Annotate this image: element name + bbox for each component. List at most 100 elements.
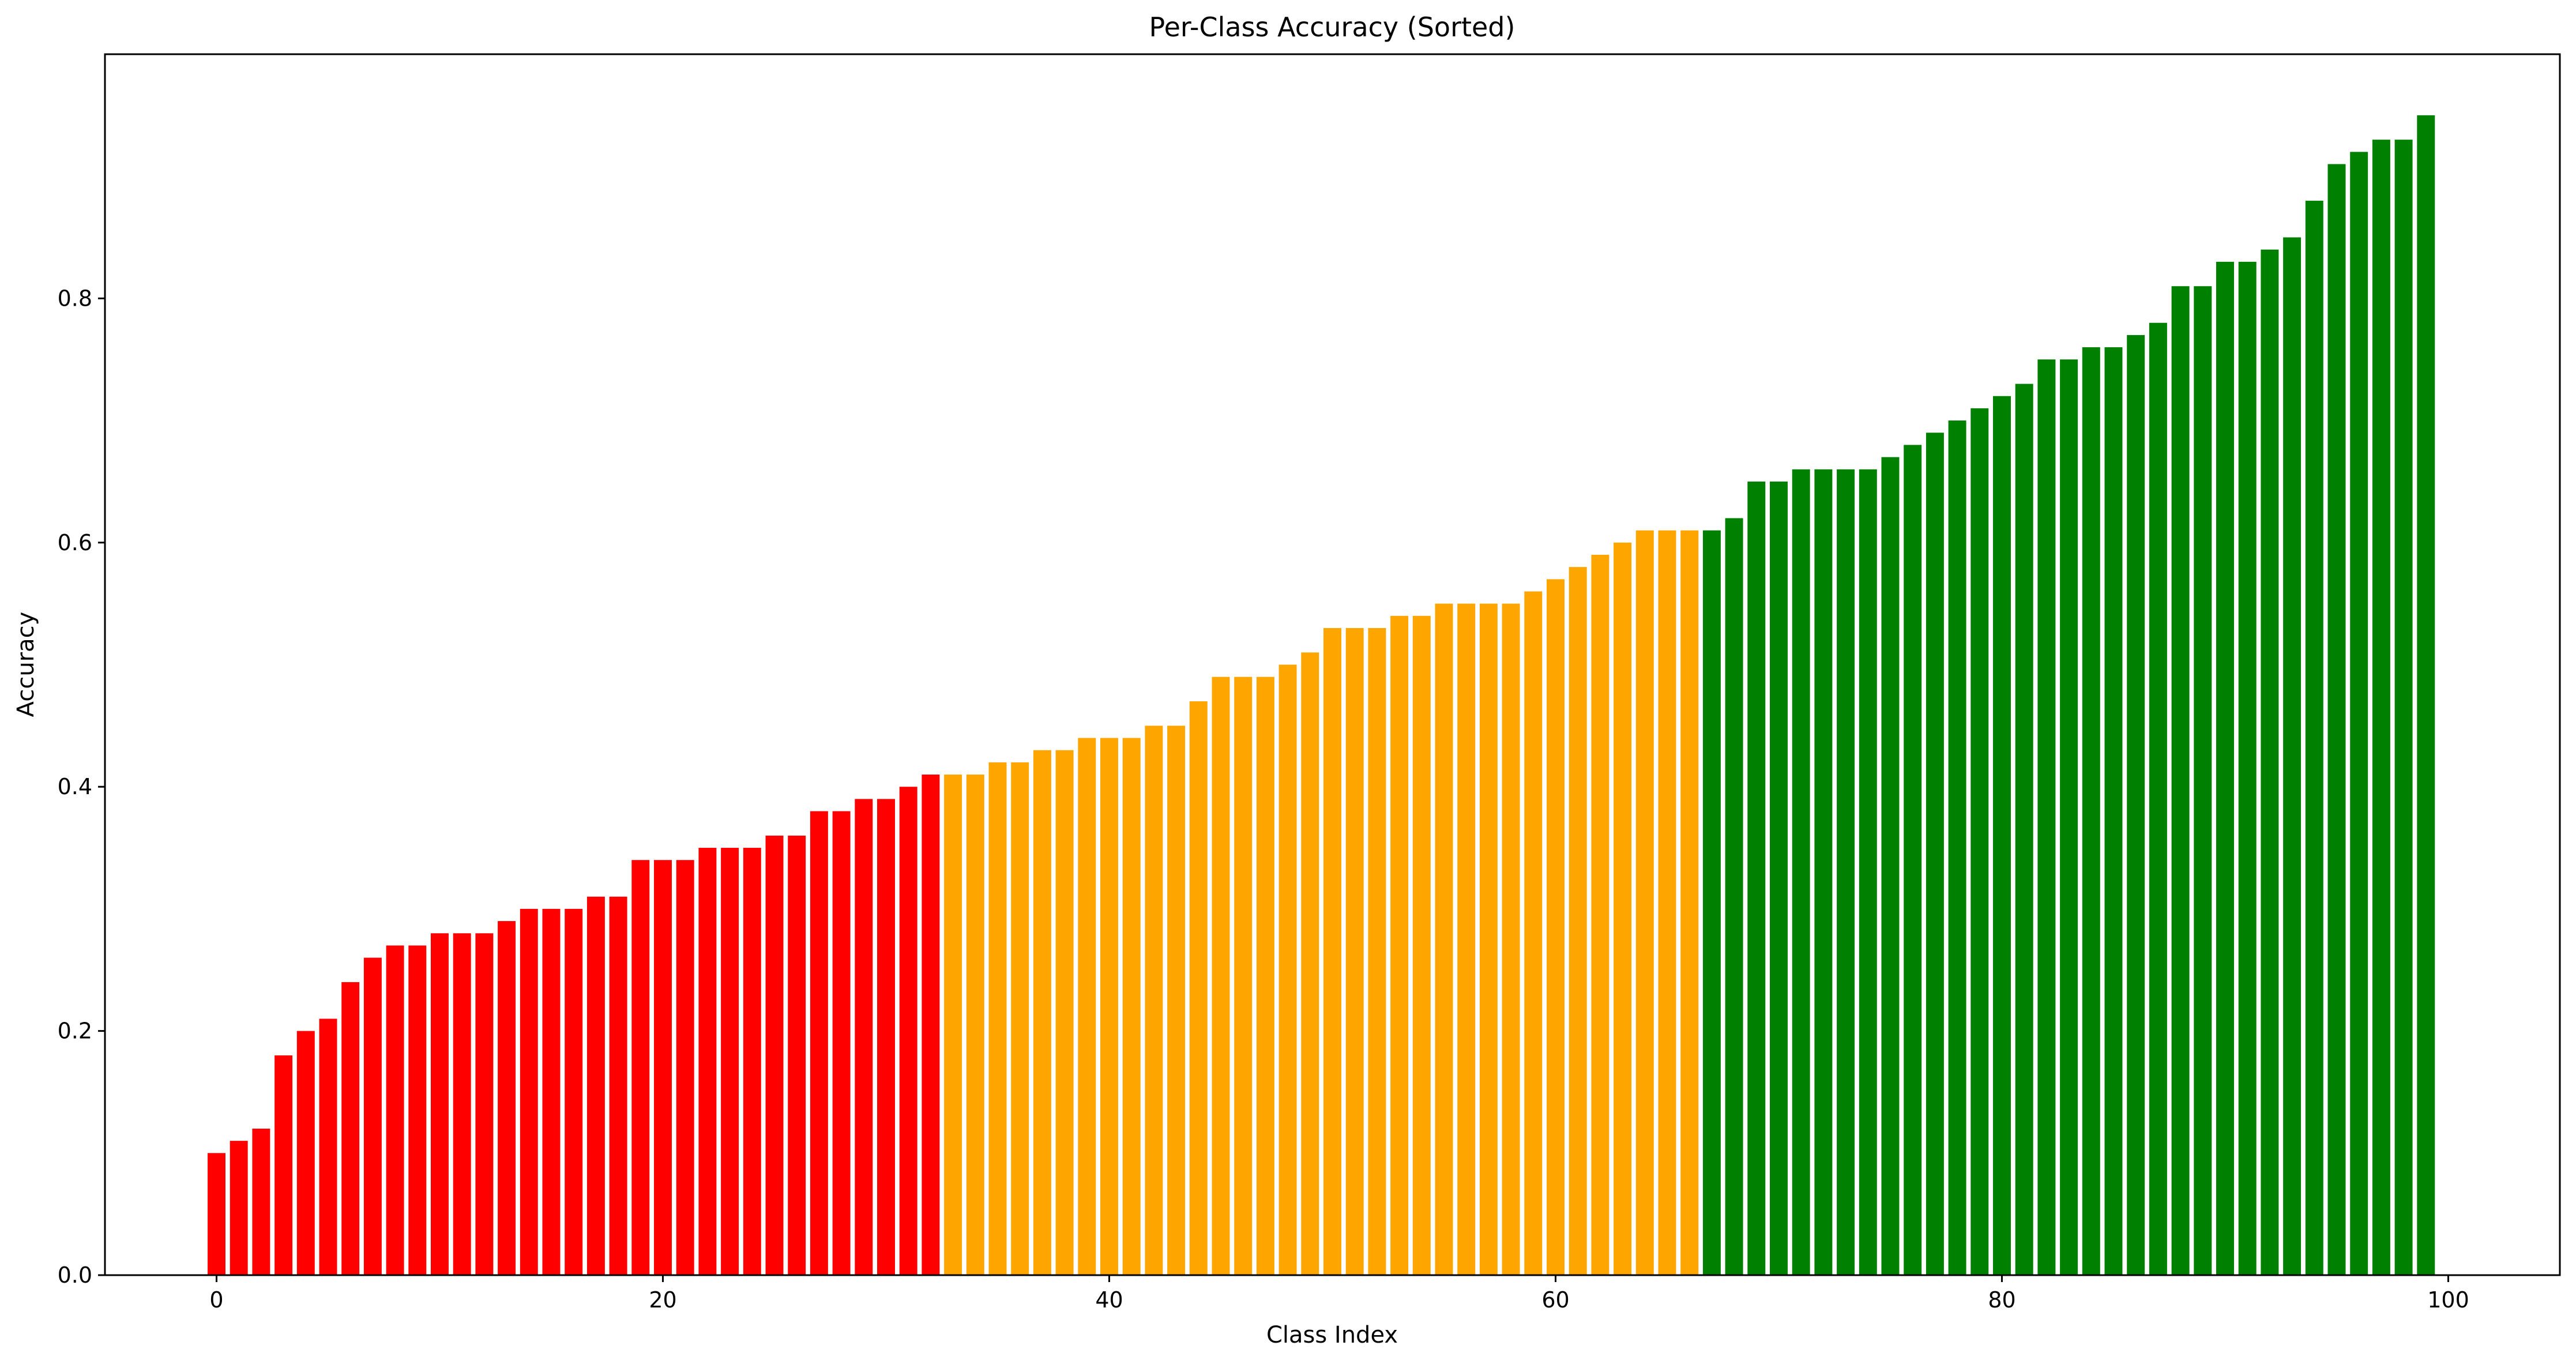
- bar-class-41: [1122, 738, 1141, 1275]
- bar-class-51: [1345, 627, 1364, 1275]
- bar-class-34: [966, 775, 984, 1275]
- bar-class-21: [676, 860, 694, 1275]
- bar-class-78: [1948, 420, 1966, 1275]
- bar-class-6: [341, 982, 360, 1275]
- bar-class-45: [1212, 677, 1230, 1275]
- bar-class-76: [1904, 445, 1922, 1276]
- bar-class-27: [810, 811, 828, 1275]
- bar-class-91: [2238, 261, 2257, 1275]
- bar-class-18: [609, 896, 627, 1275]
- bar-class-10: [431, 933, 449, 1275]
- bar-class-22: [698, 848, 717, 1275]
- x-tick-label: 40: [1095, 1287, 1123, 1313]
- bar-class-48: [1278, 664, 1297, 1275]
- bar-class-73: [1837, 469, 1855, 1275]
- bar-class-32: [922, 775, 940, 1275]
- bar-class-87: [2149, 322, 2167, 1275]
- bar-class-90: [2216, 261, 2234, 1275]
- bar-class-55: [1435, 603, 1453, 1275]
- bar-class-68: [1725, 518, 1743, 1276]
- bar-class-89: [2194, 286, 2212, 1276]
- bar-class-17: [586, 896, 605, 1275]
- bar-class-26: [788, 835, 806, 1275]
- bar-class-88: [2171, 286, 2190, 1276]
- y-tick-label: 0.2: [58, 1019, 92, 1044]
- bar-class-16: [565, 908, 583, 1275]
- bar-class-29: [855, 799, 873, 1275]
- chart-title: Per-Class Accuracy (Sorted): [1149, 12, 1515, 43]
- x-axis-label: Class Index: [1266, 1322, 1398, 1348]
- bar-class-94: [2305, 201, 2323, 1275]
- bar-class-64: [1635, 530, 1654, 1275]
- x-tick-label: 20: [649, 1287, 676, 1313]
- bar-class-65: [1658, 530, 1676, 1275]
- bar-class-69: [1747, 481, 1766, 1276]
- bar-class-20: [654, 860, 672, 1275]
- x-tick-label: 80: [1988, 1287, 2015, 1313]
- bar-class-52: [1368, 627, 1386, 1275]
- bar-class-82: [2037, 359, 2056, 1275]
- bar-class-83: [2060, 359, 2078, 1275]
- bar-class-74: [1859, 469, 1877, 1275]
- x-axis-ticks: 0 20 40 60 80 100: [209, 1275, 2469, 1313]
- bar-class-95: [2327, 164, 2346, 1275]
- bar-class-28: [832, 811, 851, 1275]
- bar-class-66: [1680, 530, 1699, 1275]
- bar-class-84: [2082, 347, 2100, 1275]
- bar-class-24: [743, 848, 761, 1275]
- y-tick-label: 0.4: [58, 774, 92, 799]
- bar-class-44: [1189, 701, 1208, 1275]
- bar-class-19: [631, 860, 650, 1275]
- bar-class-1: [230, 1141, 248, 1275]
- bar-class-3: [274, 1055, 293, 1275]
- bar-class-59: [1524, 591, 1543, 1275]
- bar-class-67: [1702, 530, 1721, 1275]
- bar-class-63: [1614, 542, 1632, 1275]
- bar-class-58: [1502, 603, 1520, 1275]
- bar-class-80: [1993, 396, 2011, 1275]
- plot-frame: [104, 53, 2561, 1276]
- bar-class-71: [1792, 469, 1810, 1275]
- bar-class-98: [2394, 140, 2413, 1276]
- y-tick-label: 0.8: [58, 285, 92, 311]
- bar-class-70: [1770, 481, 1788, 1276]
- bar-class-11: [453, 933, 471, 1275]
- bar-class-31: [899, 787, 917, 1275]
- bar-class-8: [386, 945, 404, 1275]
- bar-class-0: [208, 1153, 225, 1275]
- bar-class-15: [542, 908, 561, 1275]
- bar-class-4: [296, 1031, 315, 1275]
- bar-class-23: [721, 848, 739, 1275]
- bar-class-86: [2127, 335, 2145, 1276]
- bar-class-79: [1970, 408, 1989, 1276]
- bar-class-43: [1167, 726, 1186, 1275]
- y-axis-ticks: 0.0 0.2 0.4 0.6 0.8: [58, 285, 105, 1288]
- bar-class-49: [1301, 652, 1319, 1275]
- bar-class-75: [1881, 457, 1900, 1275]
- bar-class-53: [1390, 615, 1409, 1275]
- bar-class-61: [1569, 567, 1587, 1275]
- bar-class-35: [988, 762, 1007, 1275]
- bar-class-38: [1055, 750, 1074, 1275]
- bar-class-93: [2283, 237, 2302, 1275]
- bar-class-13: [498, 921, 516, 1275]
- bar-class-25: [765, 835, 784, 1275]
- bar-class-60: [1547, 579, 1565, 1275]
- bar-class-81: [2015, 384, 2033, 1275]
- bar-class-46: [1234, 677, 1253, 1275]
- bars-group: [208, 115, 2435, 1276]
- bar-class-33: [944, 775, 962, 1275]
- bar-class-77: [1926, 433, 1944, 1275]
- x-tick-label: 60: [1541, 1287, 1569, 1313]
- x-tick-label: 100: [2427, 1287, 2469, 1313]
- bar-class-14: [520, 908, 538, 1275]
- bar-class-47: [1256, 677, 1274, 1275]
- bar-class-5: [319, 1019, 337, 1275]
- bar-class-2: [252, 1128, 270, 1275]
- y-axis-label: Accuracy: [13, 612, 39, 717]
- bar-class-96: [2350, 152, 2368, 1275]
- bar-class-36: [1011, 762, 1029, 1275]
- y-tick-label: 0.6: [58, 530, 92, 555]
